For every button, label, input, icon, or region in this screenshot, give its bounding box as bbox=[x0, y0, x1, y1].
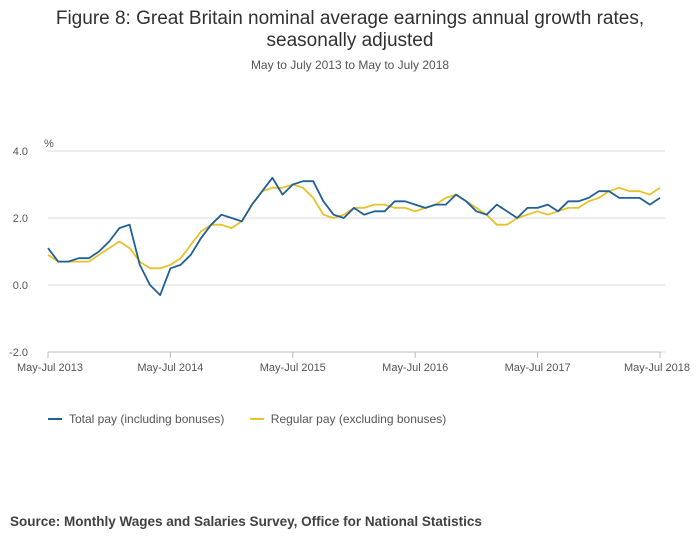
x-tick-label: May-Jul 2015 bbox=[260, 362, 326, 374]
series-line-total-pay bbox=[47, 176, 661, 296]
chart-subtitle: May to July 2013 to May to July 2018 bbox=[250, 58, 450, 72]
series-lines bbox=[47, 176, 661, 296]
chart-title-line-1: Figure 8: Great Britain nominal average … bbox=[55, 8, 645, 29]
x-tick-label: May-Jul 2016 bbox=[382, 362, 448, 374]
legend-swatch-regular-pay bbox=[249, 418, 264, 420]
x-tick-label: May-Jul 2018 bbox=[624, 362, 690, 374]
source-note: Source: Monthly Wages and Salaries Surve… bbox=[10, 514, 482, 529]
y-tick-label: -2.0 bbox=[9, 347, 28, 359]
series-line-regular-pay bbox=[47, 183, 661, 270]
legend-label-regular-pay: Regular pay (excluding bonuses) bbox=[270, 412, 447, 426]
legend: Total pay (including bonuses) Regular pa… bbox=[48, 409, 468, 426]
y-tick-label: 4.0 bbox=[13, 146, 28, 158]
y-axis-label: % bbox=[44, 138, 54, 150]
x-axis: May-Jul 2013 May-Jul 2014 May-Jul 2015 May-… bbox=[17, 351, 690, 374]
legend-swatch-total-pay bbox=[48, 418, 62, 420]
y-tick-label: 0.0 bbox=[13, 280, 28, 292]
legend-label-total-pay: Total pay (including bonuses) bbox=[69, 412, 225, 426]
x-tick-label: May-Jul 2017 bbox=[505, 362, 571, 374]
chart-title-line-2: seasonally adjusted bbox=[266, 30, 434, 51]
chart-title: Figure 8: Great Britain nominal average … bbox=[0, 8, 700, 52]
legend-item-total-pay[interactable]: Total pay (including bonuses) bbox=[48, 412, 224, 426]
y-tick-label: 2.0 bbox=[13, 213, 28, 225]
x-tick-label: May-Jul 2014 bbox=[137, 362, 203, 374]
y-axis: 4.0 2.0 0.0 -2.0 bbox=[9, 146, 28, 359]
grid-lines bbox=[48, 150, 665, 353]
legend-item-regular-pay[interactable]: Regular pay (excluding bonuses) bbox=[249, 412, 447, 426]
x-tick-label: May-Jul 2013 bbox=[17, 362, 83, 374]
